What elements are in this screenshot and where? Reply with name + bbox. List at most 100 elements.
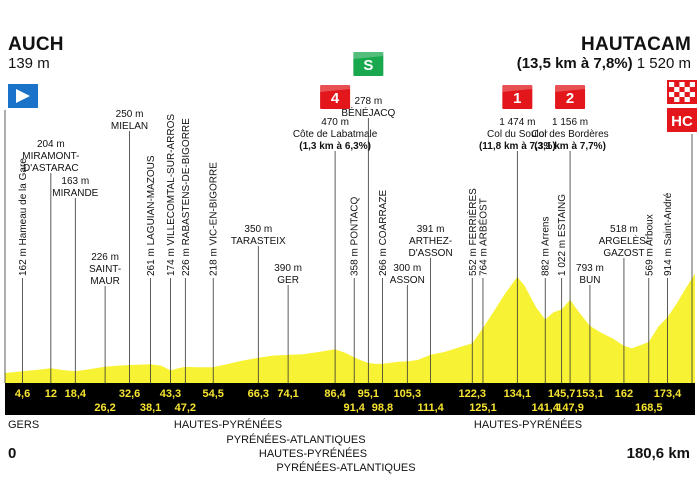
distance-start: 0 bbox=[8, 445, 17, 462]
category-badge bbox=[320, 85, 351, 109]
km-label-row2: 91,4 bbox=[343, 402, 365, 414]
finish-altitude: 1 520 m bbox=[636, 55, 691, 72]
waypoint-label: 518 m bbox=[610, 224, 638, 235]
department-label: GERS bbox=[8, 419, 39, 431]
km-label-row2: 38,1 bbox=[140, 402, 161, 414]
km-label-row1: 173,4 bbox=[654, 388, 682, 400]
waypoint-label: D'ASSON bbox=[409, 248, 453, 259]
km-label-row1: 86,4 bbox=[324, 388, 346, 400]
km-label-row2: 26,2 bbox=[94, 402, 115, 414]
km-label-row1: 145,7 bbox=[548, 388, 576, 400]
waypoint-label: 914 m Saint-André bbox=[663, 192, 674, 276]
flag-check bbox=[674, 87, 680, 92]
category-badge-label: 2 bbox=[566, 90, 574, 107]
km-label-row1: 74,1 bbox=[277, 388, 298, 400]
finish-flag-icon bbox=[667, 80, 697, 104]
waypoint-label: Col des Bordères bbox=[531, 129, 608, 140]
km-label-row1: 12 bbox=[45, 388, 57, 400]
department-label: PYRÉNÉES-ATLANTIQUES bbox=[226, 433, 365, 446]
flag-check bbox=[679, 82, 685, 87]
category-badge bbox=[555, 85, 586, 109]
badge-shine bbox=[502, 85, 533, 92]
waypoint-label: Côte de Labatmale bbox=[293, 129, 378, 140]
waypoint-label: 470 m bbox=[321, 117, 349, 128]
waypoint-label: 162 m Hameau de la Gare bbox=[18, 158, 29, 276]
km-label-row1: 122,3 bbox=[458, 388, 486, 400]
waypoint-label: 390 m bbox=[274, 263, 302, 274]
start-altitude: 139 m bbox=[8, 55, 50, 72]
km-label-row1: 134,1 bbox=[504, 388, 532, 400]
waypoint-label: 226 m RABASTENS-DE-BIGORRE bbox=[181, 118, 192, 276]
km-label-row2: 141,4 bbox=[531, 402, 559, 414]
waypoint-label: 882 m Arrens bbox=[541, 217, 552, 276]
start-arrow-icon bbox=[16, 89, 30, 103]
waypoint-label: 764 m ARBÉOST bbox=[476, 198, 489, 276]
hc-badge bbox=[667, 108, 697, 132]
waypoint-label: 250 m bbox=[116, 109, 144, 120]
flag-check bbox=[689, 92, 695, 97]
waypoint-label: 552 m FERRIÈRES bbox=[466, 188, 479, 276]
waypoint-label: BÉNÉJACQ bbox=[341, 106, 395, 119]
category-badge bbox=[353, 52, 384, 76]
start-town: AUCH bbox=[8, 34, 64, 55]
badge-shine bbox=[353, 52, 384, 59]
km-label-row2: 168,5 bbox=[635, 402, 663, 414]
badge-shine bbox=[320, 85, 351, 92]
waypoint-label: ARGELÈS- bbox=[599, 234, 650, 247]
km-label-row1: 32,6 bbox=[119, 388, 140, 400]
waypoint-label: Col du Soulor bbox=[487, 129, 548, 140]
waypoint-label: (3,1 km à 7,7%) bbox=[534, 141, 606, 152]
waypoint-label: GAZOST bbox=[603, 248, 644, 259]
category-badge-label: 1 bbox=[513, 90, 521, 107]
department-label: PYRÉNÉES-ATLANTIQUES bbox=[276, 461, 415, 474]
waypoint-label: SAINT- bbox=[89, 264, 121, 275]
waypoint-label: 261 m LAGUIAN-MAZOUS bbox=[146, 155, 157, 276]
finish-climb-line: (13,5 km à 7,8%) 1 520 m bbox=[517, 55, 691, 72]
waypoint-label: 226 m bbox=[91, 252, 119, 263]
waypoint-label: 278 m bbox=[354, 96, 382, 107]
km-label-row1: 153,1 bbox=[576, 388, 604, 400]
department-label: HAUTES-PYRÉNÉES bbox=[259, 447, 367, 460]
km-label-row1: 162 bbox=[615, 388, 633, 400]
km-label-row2: 47,2 bbox=[175, 402, 196, 414]
waypoint-label: 174 m VILLECOMTAL-SUR-ARROS bbox=[166, 114, 177, 276]
flag-check bbox=[679, 92, 685, 97]
finish-climb-detail: (13,5 km à 7,8%) bbox=[516, 55, 633, 72]
flag-check bbox=[674, 97, 680, 102]
km-label-row1: 54,5 bbox=[203, 388, 224, 400]
badge-shine bbox=[555, 85, 586, 92]
km-label-row2: 147,9 bbox=[556, 402, 584, 414]
waypoint-label: 163 m bbox=[61, 176, 89, 187]
waypoint-label: 204 m bbox=[37, 139, 65, 150]
department-label: HAUTES-PYRÉNÉES bbox=[174, 418, 282, 431]
waypoint-label: TARASTEIX bbox=[231, 236, 286, 247]
flag-check bbox=[684, 87, 690, 92]
waypoint-label: MIELAN bbox=[111, 121, 148, 132]
km-label-row2: 98,8 bbox=[372, 402, 393, 414]
elevation-area bbox=[5, 273, 695, 383]
waypoint-label: (11,8 km à 7,3%) bbox=[479, 141, 556, 152]
waypoint-label: 569 m Arboux bbox=[644, 214, 655, 276]
hc-badge-label: HC bbox=[671, 113, 693, 130]
flag-check bbox=[669, 92, 675, 97]
waypoint-label: MAUR bbox=[90, 276, 119, 287]
waypoint-label: GER bbox=[277, 275, 299, 286]
department-label: HAUTES-PYRÉNÉES bbox=[474, 418, 582, 431]
waypoint-label: 358 m PONTACQ bbox=[350, 197, 361, 276]
km-label-row1: 18,4 bbox=[65, 388, 87, 400]
km-label-row1: 66,3 bbox=[248, 388, 269, 400]
finish-town: HAUTACAM bbox=[581, 34, 691, 55]
waypoint-label: 1 156 m bbox=[552, 117, 588, 128]
distance-total: 180,6 km bbox=[626, 445, 690, 462]
waypoint-label: (1,3 km à 6,3%) bbox=[299, 141, 371, 152]
km-label-row1: 43,3 bbox=[160, 388, 181, 400]
waypoint-label: ASSON bbox=[390, 275, 425, 286]
waypoint-label: BUN bbox=[579, 275, 600, 286]
waypoint-label: 266 m COARRAZE bbox=[378, 190, 389, 276]
waypoint-label: D'ASTARAC bbox=[23, 163, 79, 174]
category-badge-label: 4 bbox=[331, 90, 340, 107]
waypoint-label: MIRANDE bbox=[52, 188, 98, 199]
km-label-row1: 4,6 bbox=[15, 388, 30, 400]
